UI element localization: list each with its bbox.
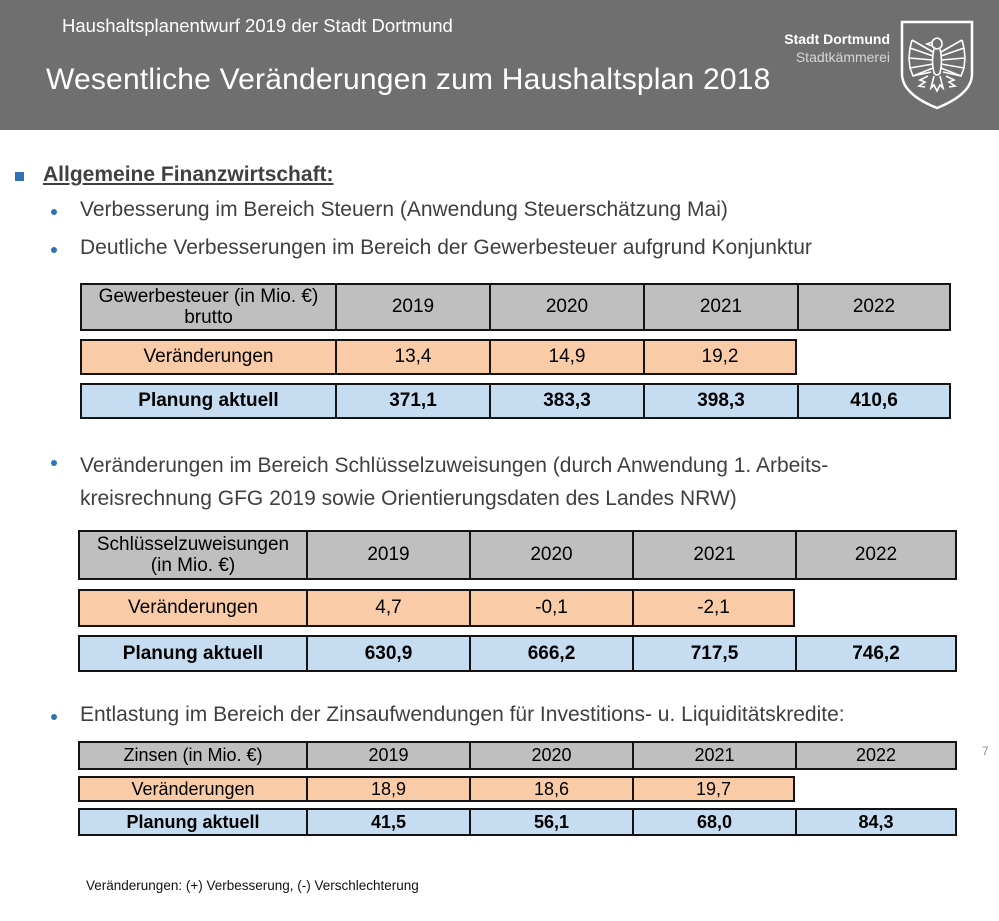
value-cell: 14,9 bbox=[489, 339, 643, 375]
value-cell: 4,7 bbox=[306, 589, 469, 627]
bullet-gewerbesteuer: Deutliche Verbesserungen im Bereich der … bbox=[80, 236, 812, 259]
year-cell: 2020 bbox=[469, 530, 632, 580]
bullet-dot-icon bbox=[51, 460, 57, 466]
header-label-line1: Zinsen (in Mio. €) bbox=[123, 745, 263, 766]
header-label-cell: Zinsen (in Mio. €) bbox=[78, 741, 306, 770]
table-schluesselzuweisungen: Schlüsselzuweisungen (in Mio. €) 2019 20… bbox=[78, 530, 957, 672]
value-cell: -0,1 bbox=[469, 589, 632, 627]
year-cell: 2022 bbox=[797, 283, 951, 331]
row-label-cell: Planung aktuell bbox=[80, 383, 335, 419]
changes-row: Veränderungen 13,4 14,9 19,2 bbox=[80, 339, 951, 375]
bullet-dot-icon bbox=[51, 209, 57, 215]
row-label-cell: Planung aktuell bbox=[78, 808, 306, 836]
legend-footnote: Veränderungen: (+) Verbesserung, (-) Ver… bbox=[86, 878, 419, 893]
value-cell: -2,1 bbox=[632, 589, 795, 627]
value-cell: 19,7 bbox=[632, 776, 795, 802]
row-label-cell: Veränderungen bbox=[80, 339, 335, 375]
year-cell: 2022 bbox=[795, 741, 957, 770]
value-cell: 84,3 bbox=[795, 808, 957, 836]
row-label-cell: Veränderungen bbox=[78, 589, 306, 627]
value-cell: 18,9 bbox=[306, 776, 469, 802]
table-zinsen: Zinsen (in Mio. €) 2019 2020 2021 2022 V… bbox=[78, 741, 957, 836]
value-cell: 68,0 bbox=[632, 808, 795, 836]
bullet-zinsaufwendungen: Entlastung im Bereich der Zinsaufwendung… bbox=[80, 703, 845, 726]
section-heading: Allgemeine Finanzwirtschaft: bbox=[43, 163, 334, 186]
banner-kicker: Haushaltsplanentwurf 2019 der Stadt Dort… bbox=[62, 15, 453, 36]
dortmund-eagle-crest-icon bbox=[900, 20, 974, 110]
year-cell: 2020 bbox=[469, 741, 632, 770]
value-cell: 13,4 bbox=[335, 339, 489, 375]
value-cell: 666,2 bbox=[469, 635, 632, 672]
square-bullet-icon bbox=[15, 172, 24, 181]
year-cell: 2020 bbox=[489, 283, 643, 331]
value-cell: 398,3 bbox=[643, 383, 797, 419]
value-cell: 717,5 bbox=[632, 635, 795, 672]
year-cell: 2022 bbox=[795, 530, 957, 580]
value-cell: 746,2 bbox=[795, 635, 957, 672]
year-cell: 2019 bbox=[306, 530, 469, 580]
bullet-dot-icon bbox=[51, 247, 57, 253]
header-label-cell: Gewerbesteuer (in Mio. €) brutto bbox=[80, 283, 335, 331]
header-label-line2: (in Mio. €) bbox=[150, 555, 236, 576]
value-cell: 18,6 bbox=[469, 776, 632, 802]
page-number: 7 bbox=[982, 744, 989, 758]
bullet-line: kreisrechnung GFG 2019 sowie Orientierun… bbox=[80, 487, 737, 510]
plan-row: Planung aktuell 371,1 383,3 398,3 410,6 bbox=[80, 383, 951, 419]
org-department: Stadtkämmerei bbox=[795, 49, 890, 65]
org-name: Stadt Dortmund bbox=[784, 31, 890, 47]
value-cell: 371,1 bbox=[335, 383, 489, 419]
row-label-cell: Veränderungen bbox=[78, 776, 306, 802]
empty-cell bbox=[795, 589, 957, 627]
value-cell: 19,2 bbox=[643, 339, 797, 375]
header-label-line1: Gewerbesteuer (in Mio. €) bbox=[98, 285, 319, 307]
slide-title: Wesentliche Veränderungen zum Haushaltsp… bbox=[46, 63, 771, 96]
table-gewerbesteuer: Gewerbesteuer (in Mio. €) brutto 2019 20… bbox=[80, 283, 951, 419]
changes-row: Veränderungen 18,9 18,6 19,7 bbox=[78, 776, 957, 802]
header-label-line1: Schlüsselzuweisungen bbox=[96, 533, 290, 555]
row-label-cell: Planung aktuell bbox=[78, 635, 306, 672]
year-cell: 2019 bbox=[306, 741, 469, 770]
value-cell: 630,9 bbox=[306, 635, 469, 672]
plan-row: Planung aktuell 41,5 56,1 68,0 84,3 bbox=[78, 808, 957, 836]
header-label-line2: brutto bbox=[184, 307, 233, 328]
year-cell: 2019 bbox=[335, 283, 489, 331]
year-cell: 2021 bbox=[643, 283, 797, 331]
table-header-row: Zinsen (in Mio. €) 2019 2020 2021 2022 bbox=[78, 741, 957, 770]
bullet-steuern: Verbesserung im Bereich Steuern (Anwendu… bbox=[80, 198, 728, 221]
value-cell: 410,6 bbox=[797, 383, 951, 419]
empty-cell bbox=[797, 339, 951, 375]
bullet-line: Veränderungen im Bereich Schlüsselzuweis… bbox=[80, 454, 829, 477]
table-header-row: Schlüsselzuweisungen (in Mio. €) 2019 20… bbox=[78, 530, 957, 580]
year-cell: 2021 bbox=[632, 741, 795, 770]
year-cell: 2021 bbox=[632, 530, 795, 580]
changes-row: Veränderungen 4,7 -0,1 -2,1 bbox=[78, 589, 957, 627]
table-header-row: Gewerbesteuer (in Mio. €) brutto 2019 20… bbox=[80, 283, 951, 331]
brand-block: Stadt Dortmund Stadtkämmerei bbox=[784, 30, 890, 66]
bullet-schluesselzuweisungen: Veränderungen im Bereich Schlüsselzuweis… bbox=[80, 449, 828, 515]
empty-cell bbox=[795, 776, 957, 802]
plan-row: Planung aktuell 630,9 666,2 717,5 746,2 bbox=[78, 635, 957, 672]
value-cell: 56,1 bbox=[469, 808, 632, 836]
header-label-cell: Schlüsselzuweisungen (in Mio. €) bbox=[78, 530, 306, 580]
bullet-dot-icon bbox=[51, 714, 57, 720]
slide-header-banner: Haushaltsplanentwurf 2019 der Stadt Dort… bbox=[0, 0, 999, 130]
value-cell: 41,5 bbox=[306, 808, 469, 836]
value-cell: 383,3 bbox=[489, 383, 643, 419]
